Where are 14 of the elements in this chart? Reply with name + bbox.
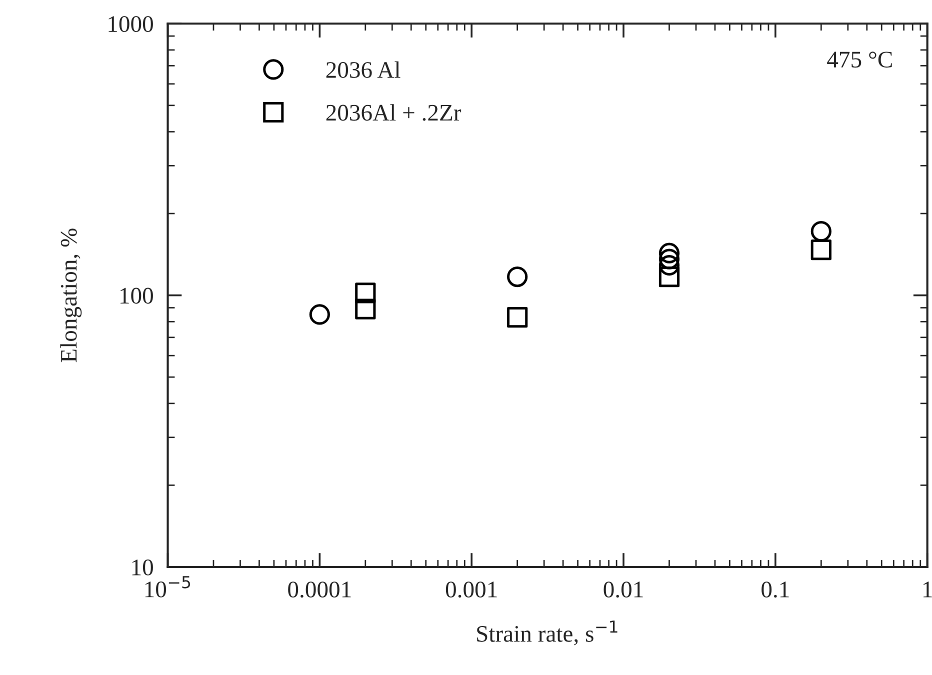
y-tick-label: 100	[120, 288, 153, 304]
x-axis-title: Strain rate, s$^{−1}$	[477, 620, 618, 646]
annotation: 475 °C	[827, 52, 892, 68]
y-axis-title: Elongation, %	[60, 228, 82, 362]
legend-label: 2036Al + .2Zr	[326, 104, 462, 121]
y-tick-label: 1000	[108, 16, 153, 32]
x-tick-label: 0.1	[762, 582, 789, 598]
legend-label: 2036 Al	[326, 61, 400, 78]
x-tick-label: 0.01	[604, 582, 643, 598]
x-tick-label: 10$^{−5}$	[145, 576, 190, 598]
x-tick-label: 0.001	[446, 582, 497, 598]
x-tick-label: 0.0001	[288, 582, 351, 598]
y-tick-label: 10	[132, 559, 153, 576]
x-tick-label: 1	[924, 582, 932, 598]
